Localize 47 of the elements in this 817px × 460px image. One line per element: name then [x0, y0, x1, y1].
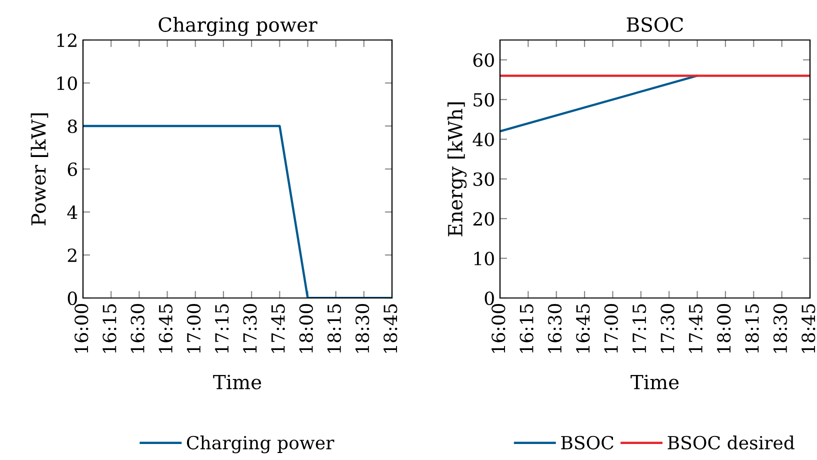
- x-tick-label: 16:00: [74, 304, 88, 353]
- x-axis-title: Time: [630, 374, 679, 390]
- x-axis-title: Time: [213, 374, 262, 390]
- x-tick-label: 16:45: [576, 304, 590, 353]
- y-axis-title: Power [kW]: [30, 113, 48, 226]
- y-tick-label: 4: [67, 205, 78, 219]
- y-tick-label: 0: [484, 291, 494, 306]
- x-tick-label: 17:15: [215, 304, 229, 353]
- y-axis-title: Energy [kWh]: [448, 102, 467, 236]
- x-tick-label: 18:00: [717, 304, 731, 353]
- x-tick-label: 17:45: [271, 304, 285, 353]
- y-tick-label: 60: [473, 53, 494, 67]
- y-tick-label: 30: [474, 172, 494, 186]
- x-tick-label: 18:30: [355, 304, 370, 353]
- x-tick-label: 18:45: [802, 304, 816, 353]
- y-tick-label: 6: [68, 162, 77, 176]
- y-tick-label: 10: [474, 252, 494, 266]
- chart-title: BSOC: [626, 17, 684, 32]
- x-tick-label: 16:15: [102, 304, 116, 353]
- x-tick-label: 16:15: [520, 304, 534, 353]
- y-tick-label: 0: [68, 291, 77, 306]
- x-tick-label: 17:30: [660, 304, 674, 353]
- chart-title: Charging power: [158, 16, 318, 36]
- x-tick-label: 18:00: [299, 304, 313, 353]
- legend-label: BSOC desired: [668, 436, 794, 450]
- y-tick-label: 8: [68, 119, 77, 134]
- x-tick-label: 16:30: [548, 304, 562, 353]
- y-tick-label: 12: [57, 33, 76, 47]
- x-tick-label: 18:45: [384, 304, 398, 353]
- x-tick-label: 16:45: [158, 304, 173, 353]
- x-tick-label: 16:30: [130, 304, 144, 353]
- y-tick-label: 10: [57, 76, 77, 90]
- legend-label: BSOC: [561, 436, 614, 450]
- x-tick-label: 18:15: [745, 304, 759, 353]
- y-tick-label: 2: [68, 248, 76, 262]
- x-tick-label: 18:30: [773, 304, 788, 353]
- x-tick-label: 18:15: [327, 304, 342, 353]
- y-tick-label: 40: [472, 132, 494, 146]
- x-tick-label: 17:15: [632, 304, 646, 353]
- y-tick-label: 20: [473, 212, 494, 226]
- y-tick-label: 50: [474, 93, 494, 107]
- x-tick-label: 17:00: [604, 304, 618, 353]
- x-tick-label: 16:00: [492, 304, 506, 353]
- x-tick-label: 17:45: [688, 304, 703, 353]
- x-tick-label: 17:30: [243, 304, 257, 353]
- x-tick-label: 17:00: [186, 304, 201, 353]
- legend-label: Charging power: [186, 436, 334, 454]
